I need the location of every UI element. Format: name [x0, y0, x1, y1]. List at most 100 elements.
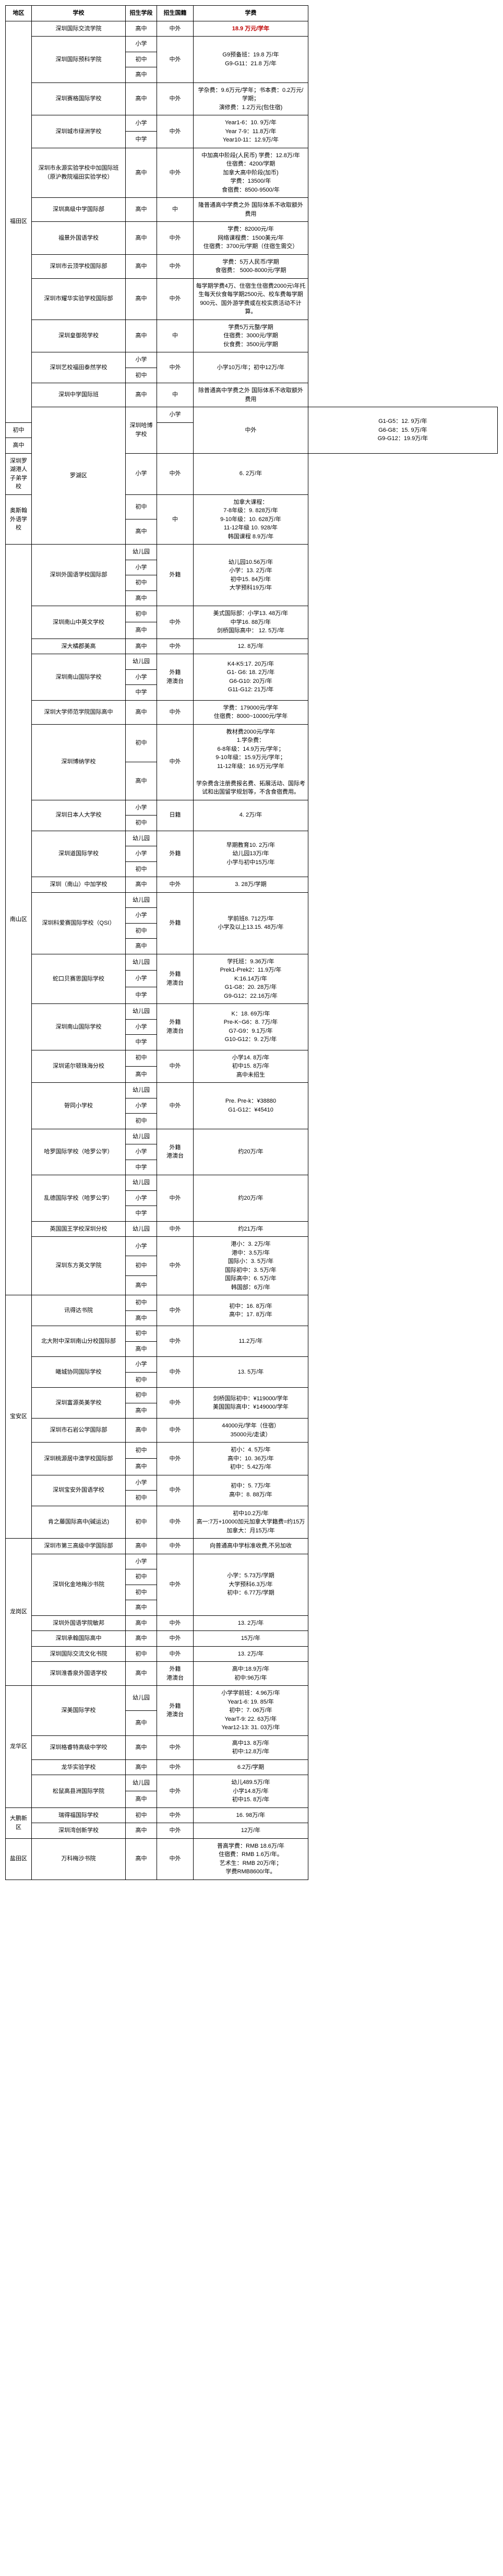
table-row: 南山区深圳外国语学校国际部幼儿园外籍幼儿园10.56万/年小学：13. 2万/年… [6, 545, 498, 560]
cell-stage: 高中 [126, 82, 157, 115]
cell-stage: 高中 [126, 1600, 157, 1616]
cell-nationality: 日籍 [157, 800, 194, 831]
table-row: 福景外国语学校高中中外学费：82000元/年网络课程费：1500美元/年住宿费：… [6, 222, 498, 255]
cell-stage: 初中 [6, 422, 32, 438]
cell-fee: 6. 2万/年 [194, 453, 308, 494]
cell-fee: 16. 98万/年 [194, 1807, 308, 1823]
cell-stage: 小学 [126, 908, 157, 924]
cell-stage: 高中 [6, 438, 32, 454]
cell-stage: 初中 [126, 1295, 157, 1311]
cell-stage: 小学 [157, 407, 194, 423]
cell-stage: 高中 [126, 198, 157, 222]
cell-school: 深圳格睿特高级中学咬 [32, 1735, 126, 1759]
cell-fee: 港小：3. 2万/年港中：3.5万/年国际小：3. 5万/年国际初中：3. 5万… [194, 1237, 308, 1295]
cell-school: 乱德国际学校（哈罗公学） [32, 1175, 126, 1222]
cell-stage: 高中 [126, 1275, 157, 1295]
table-row: 深圳格睿特高级中学咬高中中外高中13. 8万/年初中:12.8万/年 [6, 1735, 498, 1759]
cell-school: 深圳日本人大学校 [32, 800, 126, 831]
cell-school: 深圳淮香泉外国语学校 [32, 1662, 126, 1686]
cell-nationality: 中 [157, 320, 194, 352]
cell-stage: 高中 [126, 939, 157, 954]
cell-fee: 约20万/年 [194, 1129, 308, 1175]
cell-nationality: 中外 [157, 606, 194, 639]
cell-region: 南山区 [6, 545, 32, 1295]
cell-stage: 高中 [126, 762, 157, 800]
cell-fee: 加拿大课程：7-8年级：9. 828万/年9-10年级：10. 628万/年11… [194, 494, 308, 545]
cell-fee: 幼儿489.5万/年小学14.8万/年初中15. 8万/年 [194, 1775, 308, 1808]
table-row: 龙岗区深圳市第三高级中学国际部高中中外向普通高中学标准收费,不另加收 [6, 1539, 498, 1554]
cell-stage: 小学 [126, 1357, 157, 1373]
cell-nationality: 中 [157, 494, 194, 545]
cell-stage: 小学 [126, 1190, 157, 1206]
cell-stage: 高中 [126, 67, 157, 83]
cell-stage: 高中 [126, 1759, 157, 1775]
cell-stage: 小学 [126, 1019, 157, 1035]
cell-school: 松鼠高县洲国际学院 [32, 1775, 126, 1808]
cell-region: 盐田区 [6, 1838, 32, 1880]
cell-school: 深圳东方英文学院 [32, 1237, 126, 1295]
cell-school: 深圳中学国际班 [32, 383, 126, 407]
cell-stage: 幼儿园 [126, 1221, 157, 1237]
table-row: 深圳市耀华实验学校国际部高中中外每学期学费4万、住宿生住宿费2000元\年托生每… [6, 278, 498, 320]
cell-fee: 6.2万/学期 [194, 1759, 308, 1775]
cell-stage: 高中 [126, 519, 157, 545]
cell-stage: 高中 [126, 21, 157, 37]
cell-stage: 初中 [126, 1491, 157, 1506]
cell-fee: 约20万/年 [194, 1175, 308, 1222]
cell-nationality: 中外 [157, 222, 194, 255]
cell-school: 深圳罗湖港人子弟学校 [6, 453, 32, 494]
cell-fee: 普高学费：RMB 18.6万/年住宿费：RMB 1.6万/年。艺术生：RMB 2… [194, 1838, 308, 1880]
cell-fee: 每学期学费4万、住宿生住宿费2000元\年托生每天伙食每学期2500元、校车费每… [194, 278, 308, 320]
cell-school: 深圳市石岩公学国际部 [32, 1419, 126, 1443]
cell-fee: 约21万/年 [194, 1221, 308, 1237]
cell-school: 深圳赛格国际学校 [32, 82, 126, 115]
cell-school: 深圳湾创新学校 [32, 1823, 126, 1839]
cell-fee: 小学10万/年；初中12万/年 [194, 352, 308, 383]
cell-nationality: 中外 [157, 1419, 194, 1443]
cell-stage: 高中 [126, 1310, 157, 1326]
cell-nationality: 中外 [157, 278, 194, 320]
cell-fee: Year1-6：10. 9万/年Year 7-9：11.8万/年Year10-1… [194, 115, 308, 148]
cell-stage: 高中 [126, 1066, 157, 1082]
cell-school: 深圳市耀华实验学校国际部 [32, 278, 126, 320]
cell-nationality: 外籍港澳台 [157, 1129, 194, 1175]
table-row: 肯之藤国际高中(碱运达)初中中外初中10.2万/年高一:7万+10000加元加拿… [6, 1506, 498, 1539]
cell-nationality: 中外 [157, 1735, 194, 1759]
cell-nationality: 中 [157, 383, 194, 407]
cell-stage: 高中 [126, 383, 157, 407]
cell-nationality: 中外 [157, 1326, 194, 1357]
cell-school: 奥斯翰外语学校 [6, 494, 32, 545]
cell-fee: 初中10.2万/年高一:7万+10000加元加拿大学籍费=约15万加拿大：月15… [194, 1506, 308, 1539]
table-row: 福田区深圳国际交流学院高中中外18.9 万元/学年 [6, 21, 498, 37]
table-row: 深圳诺尔顿珠海分校初中中外小学14. 8万/年初中15. 8万/年高中未招生 [6, 1050, 498, 1066]
cell-stage: 幼儿园 [126, 1686, 157, 1711]
cell-fee: 除普通高中学费之外 国际体系不收取额外费用 [194, 383, 308, 407]
cell-fee: 初小：4. 5万/年高中：10. 36万/年初中：5.42万/年 [194, 1443, 308, 1475]
table-row: 北大附中深圳南山分校国际部初中中外11.2万/年 [6, 1326, 498, 1342]
cell-school: 深圳诺尔顿珠海分校 [32, 1050, 126, 1083]
cell-stage: 初中 [126, 816, 157, 831]
cell-school: 北大附中深圳南山分校国际部 [32, 1326, 126, 1357]
cell-stage: 初中 [126, 1506, 157, 1539]
cell-school: 曦城协同国际学校 [32, 1357, 126, 1388]
table-row: 深圳东方英文学院小学中外港小：3. 2万/年港中：3.5万/年国际小：3. 5万… [6, 1237, 498, 1256]
cell-school: 英国国王学校深圳分校 [32, 1221, 126, 1237]
header-region: 地区 [6, 6, 32, 21]
cell-nationality: 中外 [157, 1221, 194, 1237]
cell-stage: 中学 [126, 132, 157, 148]
cell-stage: 初中 [126, 606, 157, 622]
table-row: 盐田区万科梅沙书院高中中外普高学费：RMB 18.6万/年住宿费：RMB 1.6… [6, 1838, 498, 1880]
cell-stage: 高中 [126, 1631, 157, 1647]
table-row: 哈罗国际学校（哈罗公学）幼儿园外籍港澳台约20万/年 [6, 1129, 498, 1144]
cell-stage: 初中 [126, 52, 157, 67]
table-row: 深圳桃源居中澳学校国际部初中中外初小：4. 5万/年高中：10. 36万/年初中… [6, 1443, 498, 1459]
cell-nationality: 中外 [157, 37, 194, 83]
cell-nationality: 外籍 [157, 545, 194, 606]
table-row: 深圳城市绿洲学校小学中外Year1-6：10. 9万/年Year 7-9：11.… [6, 115, 498, 132]
cell-fee: 幼儿园10.56万/年小学：13. 2万/年初中15. 84万/年大学预科19万… [194, 545, 308, 606]
table-row: 深圳湾创新学校高中中外12万/年 [6, 1823, 498, 1839]
table-body: 福田区深圳国际交流学院高中中外18.9 万元/学年深圳国际预科学院小学中外G9预… [6, 21, 498, 1880]
table-row: 深圳大学师范学院国际高中高中中外学费：179000元/学年住宿费：8000~10… [6, 700, 498, 724]
table-row: 罗湖区深圳哈博学校小学中外G1-G5：12. 9万/年G6-G8：15. 9万/… [6, 407, 498, 423]
table-row: 深圳市云顶学校国际部高中中外学费：5万人民币/学期食宿费： 5000-8000元… [6, 254, 498, 278]
